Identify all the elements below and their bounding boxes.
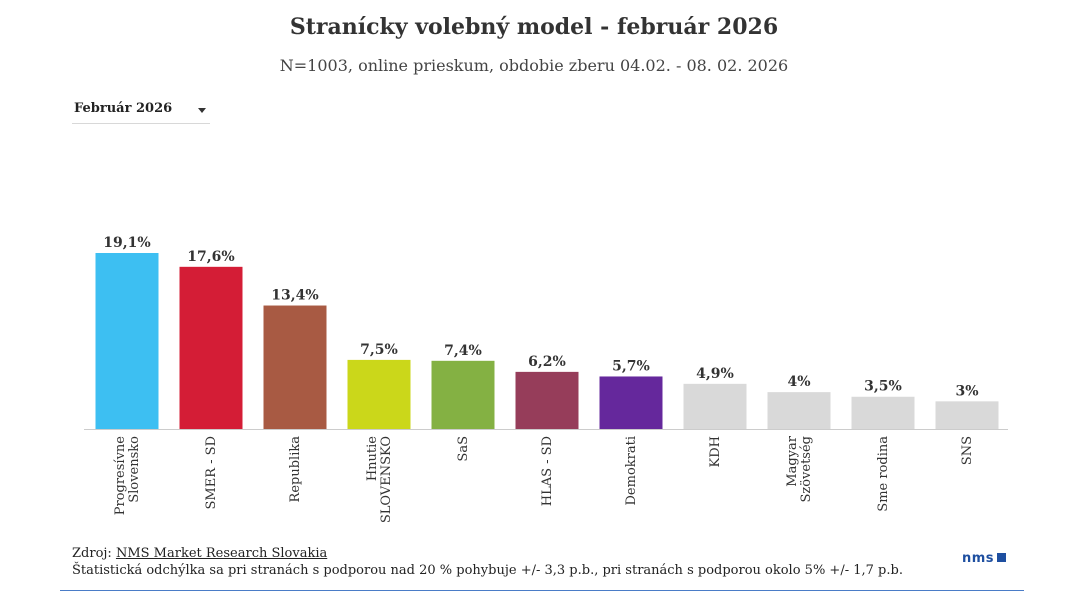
nms-logo: nms <box>962 551 1007 566</box>
data-label: 4,9% <box>696 366 734 382</box>
category-label: Republika <box>288 436 303 503</box>
category-label: Sme rodina <box>876 436 891 512</box>
category-label: MagyarSzövetség <box>785 435 814 502</box>
category-label: SNS <box>960 436 975 465</box>
data-label: 7,5% <box>360 342 398 358</box>
data-label: 13,4% <box>271 288 318 304</box>
source-line: Zdroj: NMS Market Research Slovakia <box>72 545 903 562</box>
data-label: 4% <box>787 374 810 390</box>
bar <box>347 359 411 429</box>
category-label: SMER - SD <box>204 436 219 509</box>
bar <box>431 360 495 429</box>
bar <box>515 371 579 429</box>
footnote: Štatistická odchýlka sa pri stranách s p… <box>72 563 903 578</box>
data-label: 6,2% <box>528 354 566 370</box>
month-dropdown-value: Február 2026 <box>74 101 173 116</box>
bar <box>767 392 831 429</box>
footer: Zdroj: NMS Market Research Slovakia Štat… <box>72 545 903 579</box>
category-label: HnutieSLOVENSKO <box>365 436 394 523</box>
data-label: 17,6% <box>187 249 234 265</box>
bar-chart: 19,1% ProgresívneSlovensko 17,6% SMER - SD 1… <box>84 235 1008 523</box>
data-label: 5,7% <box>612 358 650 374</box>
bottom-divider <box>60 590 1024 591</box>
data-label: 19,1% <box>103 235 150 251</box>
data-label: 3% <box>955 383 978 399</box>
source-prefix: Zdroj: <box>72 546 116 561</box>
category-label: HLAS - SD <box>540 436 555 506</box>
bar <box>851 396 915 429</box>
chart-subtitle: N=1003, online prieskum, obdobie zberu 0… <box>279 56 789 75</box>
logo-square-icon <box>997 553 1007 562</box>
month-dropdown[interactable]: Február 2026 <box>72 99 210 124</box>
bar <box>263 305 327 429</box>
logo-text: nms <box>962 551 995 566</box>
category-label: ProgresívneSlovensko <box>113 436 142 516</box>
data-label: 7,4% <box>444 343 482 359</box>
source-link[interactable]: NMS Market Research Slovakia <box>115 546 328 561</box>
bar <box>179 266 243 429</box>
data-label: 3,5% <box>864 379 902 395</box>
bar <box>599 376 663 429</box>
chevron-down-icon <box>198 108 206 113</box>
bar <box>935 401 999 429</box>
category-label: KDH <box>708 436 723 467</box>
chart-title: Stranícky volebný model - február 2026 <box>289 14 779 40</box>
category-label: Demokrati <box>624 436 639 506</box>
bar <box>95 253 159 429</box>
category-label: SaS <box>456 436 471 462</box>
bar <box>683 383 747 429</box>
